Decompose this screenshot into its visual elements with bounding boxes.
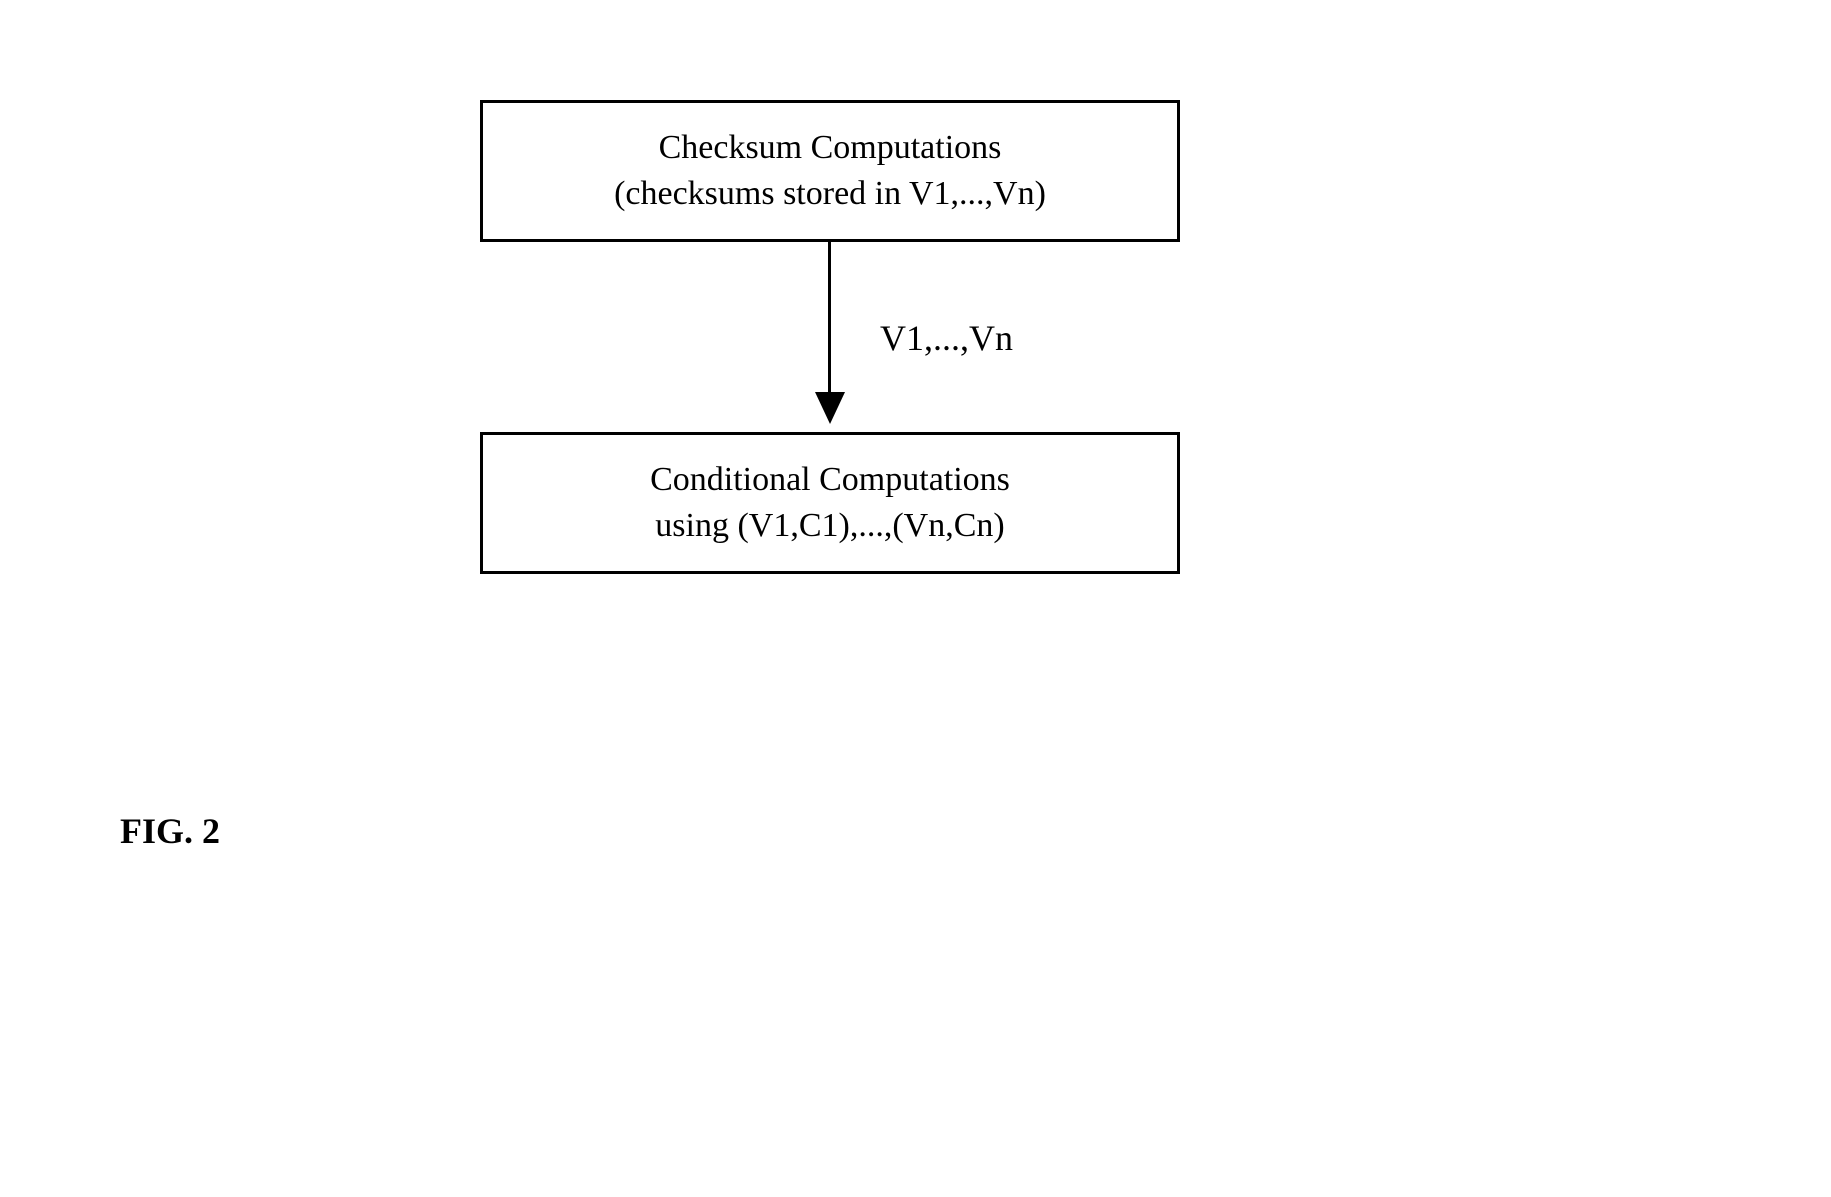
figure-label: FIG. 2 bbox=[120, 810, 220, 852]
checksum-box-line2: (checksums stored in V1,...,Vn) bbox=[513, 171, 1147, 217]
arrow-line bbox=[828, 242, 831, 397]
conditional-box: Conditional Computations using (V1,C1),.… bbox=[480, 432, 1180, 574]
arrow-label: V1,...,Vn bbox=[880, 317, 1013, 359]
diagram-container: Checksum Computations (checksums stored … bbox=[480, 100, 1240, 574]
arrow-head-icon bbox=[815, 392, 845, 424]
arrow-section: V1,...,Vn bbox=[480, 242, 1180, 432]
conditional-box-line2: using (V1,C1),...,(Vn,Cn) bbox=[513, 503, 1147, 549]
conditional-box-line1: Conditional Computations bbox=[513, 457, 1147, 503]
checksum-box: Checksum Computations (checksums stored … bbox=[480, 100, 1180, 242]
checksum-box-line1: Checksum Computations bbox=[513, 125, 1147, 171]
